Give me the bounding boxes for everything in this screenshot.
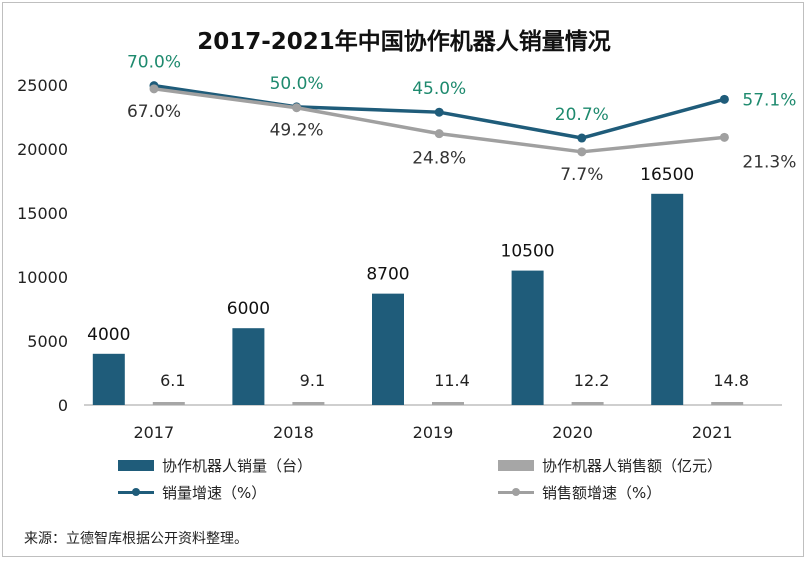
legend-swatch-revenue-growth [498, 487, 534, 498]
data-label-volume-growth: 57.1% [742, 90, 796, 110]
bar-sales-volume [232, 328, 265, 405]
data-label-revenue-growth: 67.0% [127, 102, 181, 122]
x-tick-label: 2018 [273, 423, 314, 442]
data-label-volume-growth: 50.0% [270, 74, 324, 94]
data-label-volume-growth: 45.0% [412, 79, 466, 99]
legend-label-sales-revenue: 协作机器人销售额（亿元） [542, 457, 723, 475]
y-tick-label: 25000 [17, 76, 68, 95]
legend-label-volume-growth: 销量增速（%） [162, 484, 267, 502]
x-tick-label: 2017 [133, 423, 174, 442]
x-tick-label: 2020 [552, 423, 593, 442]
data-label-sales-volume: 8700 [366, 265, 409, 285]
point-revenue-growth [719, 132, 729, 142]
data-label-volume-growth: 20.7% [555, 105, 609, 125]
y-tick-label: 10000 [17, 268, 68, 287]
bar-sales-revenue [711, 402, 744, 405]
chart-title: 2017-2021年中国协作机器人销量情况 [197, 29, 611, 55]
legend-sales-revenue: 协作机器人销售额（亿元） [498, 455, 722, 476]
point-volume-growth [434, 107, 444, 117]
legend-swatch-sales-revenue [498, 460, 534, 471]
bar-sales-volume [372, 293, 404, 405]
data-label-sales-volume: 16500 [640, 165, 694, 185]
bar-sales-revenue [292, 402, 325, 405]
legend-label-sales-volume: 协作机器人销量（台） [162, 457, 313, 475]
point-volume-growth [577, 133, 587, 143]
legend-sales-volume: 协作机器人销量（台） [118, 455, 312, 476]
legend-volume-growth: 销量增速（%） [118, 482, 266, 503]
bar-sales-revenue [432, 402, 464, 405]
point-volume-growth [719, 94, 729, 104]
legend-swatch-sales-volume [118, 460, 154, 471]
y-tick-label: 15000 [17, 204, 68, 223]
data-label-revenue-growth: 7.7% [560, 165, 603, 185]
data-label-revenue-growth: 49.2% [270, 121, 324, 141]
y-tick-label: 20000 [17, 140, 68, 159]
bar-sales-revenue [152, 402, 185, 405]
data-label-sales-volume: 10500 [501, 242, 555, 262]
bar-sales-volume [651, 193, 684, 405]
bar-sales-volume [511, 270, 544, 405]
point-revenue-growth [149, 84, 159, 94]
point-revenue-growth [292, 103, 302, 113]
data-label-revenue-growth: 21.3% [742, 152, 796, 172]
data-label-sales-volume: 6000 [227, 299, 270, 319]
source-note: 来源：立德智库根据公开资料整理。 [24, 531, 248, 547]
bar-sales-volume [92, 353, 125, 405]
bar-sales-revenue [571, 402, 604, 405]
y-tick-label: 0 [58, 396, 68, 415]
data-label-sales-revenue: 9.1 [300, 371, 325, 390]
point-revenue-growth [434, 129, 444, 139]
legend-revenue-growth: 销售额增速（%） [498, 482, 661, 503]
data-label-sales-revenue: 14.8 [713, 371, 749, 390]
legend-label-revenue-growth: 销售额增速（%） [542, 484, 662, 502]
y-tick-label: 5000 [27, 332, 68, 351]
data-label-sales-revenue: 12.2 [574, 371, 610, 390]
x-tick-label: 2021 [692, 423, 733, 442]
data-label-revenue-growth: 24.8% [412, 149, 466, 169]
legend-swatch-volume-growth [118, 487, 154, 498]
data-label-sales-revenue: 11.4 [434, 371, 470, 390]
data-label-sales-revenue: 6.1 [160, 371, 185, 390]
data-label-volume-growth: 70.0% [127, 53, 181, 73]
data-label-sales-volume: 4000 [87, 325, 130, 345]
x-tick-label: 2019 [413, 423, 454, 442]
point-revenue-growth [577, 147, 587, 157]
